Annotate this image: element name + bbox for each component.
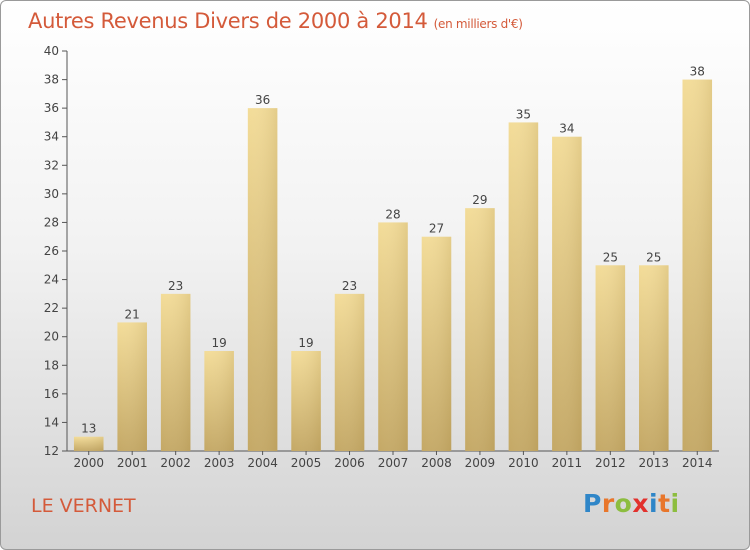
bar-shade [421,236,452,451]
bars: 13 21 23 19 36 19 23 28 27 29 35 34 25 25 38 [73,65,713,452]
bar-value-label: 38 [690,65,705,79]
x-tick-label: 2010 [508,456,539,470]
x-axis: 2000 2001 2002 2003 2004 2005 2006 2007 2008 2009… [67,450,719,470]
bar-value-label: 13 [81,422,96,436]
bar-shade [117,322,147,451]
bar-value-label: 21 [125,307,140,321]
x-tick-label: 2012 [595,456,626,470]
chart-title-text: Autres Revenus Divers de 2000 à 2014 [28,9,428,33]
y-tick-label: 34 [44,130,59,144]
bar-value-label: 36 [255,93,270,107]
bar-shade [160,293,191,451]
logo-letter: t [658,489,671,518]
proxiti-logo: Proxiti [583,489,680,518]
y-tick-label: 14 [44,415,59,429]
bar-value-label: 28 [385,207,400,221]
bar-value-label: 19 [298,336,313,350]
bar-shade [508,122,539,451]
bar-value-label: 19 [211,336,226,350]
logo-letter: o [614,489,633,518]
bar-value-label: 23 [168,279,183,293]
bar-shade [73,436,104,451]
y-tick-label: 36 [44,101,59,115]
x-tick-label: 2008 [421,456,452,470]
bar-value-label: 34 [559,122,574,136]
x-tick-label: 2013 [639,456,670,470]
y-tick-label: 40 [44,44,59,58]
x-tick-label: 2004 [247,456,278,470]
logo-letter: i [649,489,659,518]
x-tick-label: 2006 [334,456,365,470]
logo-letter: P [583,489,602,518]
y-axis: 12 14 16 18 20 22 24 26 28 30 32 34 36 38 40 [44,44,68,458]
x-tick-label: 2002 [160,456,191,470]
bar-shade [247,108,278,452]
chart-title: Autres Revenus Divers de 2000 à 2014 (en … [28,9,523,33]
place-name: LE VERNET [31,495,136,517]
x-tick-label: 2005 [291,456,322,470]
x-tick-label: 2009 [465,456,496,470]
logo-letter: i [670,489,680,518]
bar-shade [204,351,234,451]
bar-shade [378,222,408,451]
y-tick-label: 32 [44,158,59,172]
x-tick-label: 2000 [73,456,104,470]
y-tick-label: 18 [44,358,59,372]
y-tick-label: 24 [44,273,59,287]
bar-shade [552,136,582,451]
y-tick-label: 30 [44,187,59,201]
y-tick-label: 38 [44,73,59,87]
x-tick-label: 2011 [552,456,583,470]
y-tick-label: 12 [44,444,59,458]
logo-letter: r [601,489,615,518]
y-tick-label: 26 [44,244,59,258]
logo-letter: x [632,489,649,518]
bar-value-label: 25 [603,250,618,264]
y-tick-label: 22 [44,301,59,315]
bar-value-label: 25 [646,250,661,264]
bar-shade [595,265,626,451]
y-tick-label: 28 [44,215,59,229]
bar-value-label: 35 [516,107,531,121]
bar-shade [682,79,713,452]
bar-value-label: 23 [342,279,357,293]
x-tick-label: 2007 [378,456,409,470]
bar-value-label: 29 [472,193,487,207]
bar-shade [465,208,495,451]
y-tick-label: 16 [44,387,59,401]
x-tick-label: 2014 [682,456,713,470]
bar-shade [291,351,321,451]
bar-shade [334,293,365,451]
bar-value-label: 27 [429,222,444,236]
chart-subtitle: (en milliers d'€) [433,17,523,31]
bar-shade [639,265,669,451]
x-tick-label: 2003 [204,456,235,470]
y-tick-label: 20 [44,330,59,344]
x-tick-label: 2001 [117,456,148,470]
